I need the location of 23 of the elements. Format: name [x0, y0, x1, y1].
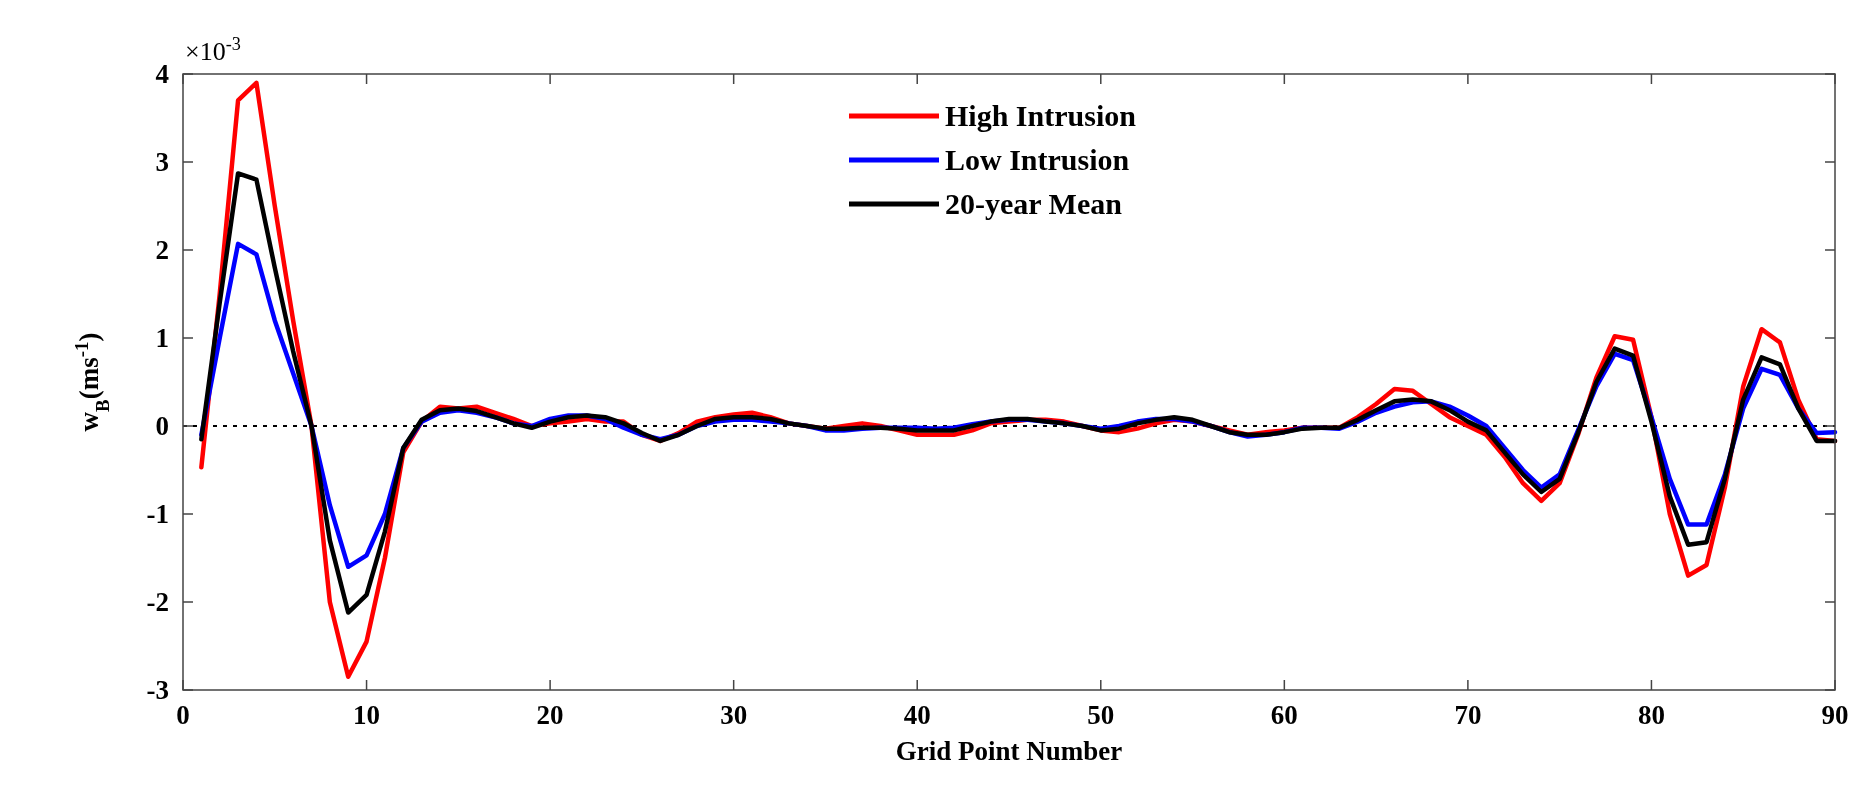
- legend-label: Low Intrusion: [945, 143, 1130, 176]
- x-tick-label: 10: [353, 700, 381, 730]
- text: ×10$^{-3}$: [185, 34, 241, 66]
- legend-label: High Intrusion: [945, 99, 1137, 132]
- x-axis-title: Grid Point Number: [895, 736, 1123, 766]
- x-tick-label: 20: [536, 700, 564, 730]
- y-tick-label: -3: [146, 675, 169, 706]
- x-tick-label: 70: [1454, 700, 1482, 730]
- x-tick-label: 40: [903, 700, 931, 730]
- y-tick-label: -2: [146, 587, 169, 618]
- y-tick-label: 4: [155, 59, 169, 90]
- y-tick-label: -1: [146, 499, 169, 530]
- x-tick-label: 30: [720, 700, 748, 730]
- x-tick-label: 50: [1087, 700, 1115, 730]
- y-tick-label: 2: [155, 235, 169, 266]
- x-tick-label: 0: [176, 700, 190, 730]
- x-tick-label: 90: [1821, 700, 1849, 730]
- legend-label: 20-year Mean: [945, 187, 1123, 220]
- y-tick-label: 3: [155, 147, 169, 178]
- y-tick-label: 0: [155, 411, 169, 442]
- x-tick-label: 80: [1637, 700, 1665, 730]
- x-tick-label: 60: [1270, 700, 1298, 730]
- y-tick-label: 1: [155, 323, 169, 354]
